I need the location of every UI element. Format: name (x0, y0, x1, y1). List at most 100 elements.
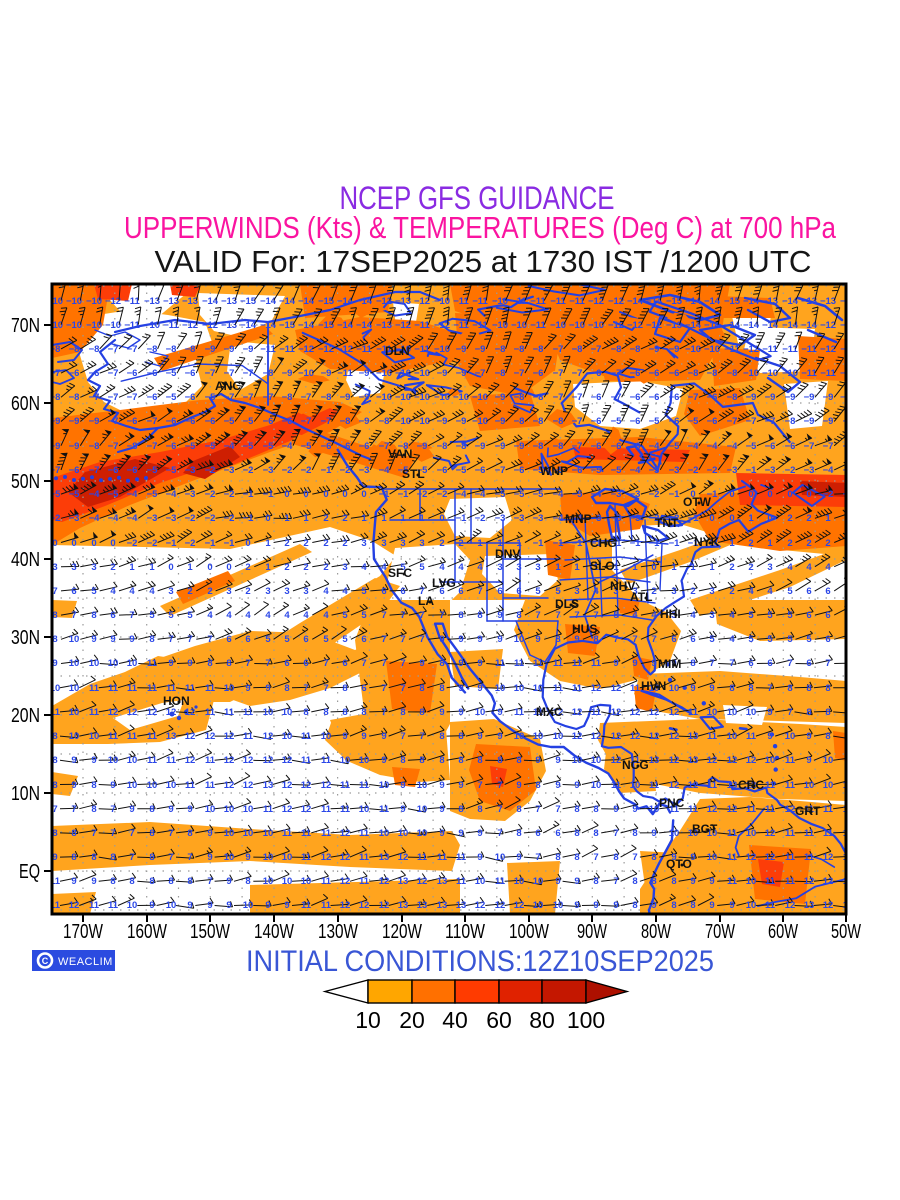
svg-text:11: 11 (727, 876, 738, 887)
svg-text:10: 10 (495, 683, 506, 694)
svg-text:−13: −13 (840, 320, 856, 331)
svg-text:−6: −6 (359, 441, 370, 452)
svg-text:2: 2 (806, 513, 811, 524)
svg-text:9: 9 (226, 900, 231, 911)
svg-text:8: 8 (91, 804, 96, 815)
svg-text:10: 10 (533, 876, 544, 887)
svg-text:−3: −3 (166, 513, 177, 524)
svg-text:4: 4 (632, 610, 638, 621)
svg-text:12: 12 (746, 755, 757, 766)
svg-text:−12: −12 (376, 296, 392, 307)
svg-text:12: 12 (572, 707, 583, 718)
svg-text:7: 7 (381, 634, 386, 645)
svg-text:−5: −5 (166, 392, 178, 403)
svg-text:10N: 10N (11, 783, 40, 805)
svg-text:8: 8 (516, 828, 521, 839)
svg-text:8: 8 (439, 683, 444, 694)
svg-text:11: 11 (495, 876, 506, 887)
svg-text:11: 11 (89, 900, 100, 911)
svg-text:−9: −9 (495, 441, 506, 452)
svg-text:−5: −5 (185, 441, 197, 452)
svg-text:10: 10 (823, 755, 834, 766)
svg-text:−8: −8 (185, 344, 196, 355)
svg-text:−2: −2 (224, 489, 235, 500)
svg-text:11: 11 (785, 780, 796, 791)
svg-text:10: 10 (243, 804, 254, 815)
svg-text:−1: −1 (572, 538, 584, 549)
svg-text:−6: −6 (263, 416, 274, 427)
svg-text:11: 11 (649, 780, 660, 791)
svg-text:13: 13 (456, 900, 467, 911)
svg-text:−4: −4 (630, 465, 642, 476)
svg-text:8: 8 (477, 755, 482, 766)
svg-text:HHI: HHI (660, 607, 681, 621)
svg-text:−8: −8 (785, 416, 796, 427)
svg-text:3: 3 (613, 586, 618, 597)
svg-text:−9: −9 (437, 416, 448, 427)
svg-text:−2: −2 (688, 465, 699, 476)
svg-text:2: 2 (303, 562, 308, 573)
svg-text:10: 10 (243, 900, 254, 911)
svg-text:−14: −14 (704, 296, 721, 307)
svg-text:0: 0 (729, 489, 734, 500)
svg-text:NYK: NYK (694, 535, 720, 549)
svg-text:11: 11 (359, 852, 370, 863)
svg-text:1: 1 (361, 513, 367, 524)
svg-text:5: 5 (400, 562, 406, 573)
svg-text:10: 10 (669, 683, 680, 694)
svg-text:11: 11 (359, 780, 370, 791)
svg-text:−9: −9 (495, 416, 506, 427)
svg-text:11: 11 (785, 852, 796, 863)
svg-text:12: 12 (185, 731, 196, 742)
svg-text:4: 4 (825, 562, 831, 573)
svg-text:11: 11 (185, 780, 196, 791)
svg-text:−3: −3 (669, 465, 680, 476)
svg-text:11: 11 (785, 876, 796, 887)
svg-text:4: 4 (110, 586, 116, 597)
svg-text:WEACLIM: WEACLIM (58, 956, 113, 968)
svg-text:−11: −11 (511, 296, 527, 307)
svg-text:12: 12 (611, 707, 622, 718)
svg-text:−7: −7 (301, 416, 312, 427)
svg-text:−6: −6 (437, 465, 448, 476)
svg-text:3: 3 (632, 586, 637, 597)
svg-text:−10: −10 (569, 320, 585, 331)
svg-text:−4: −4 (475, 489, 487, 500)
svg-text:11: 11 (823, 804, 834, 815)
svg-text:−1: −1 (263, 489, 275, 500)
svg-text:−9: −9 (843, 441, 854, 452)
svg-text:10: 10 (69, 707, 80, 718)
svg-text:−14: −14 (240, 320, 257, 331)
svg-text:−5: −5 (533, 465, 545, 476)
svg-text:−9: −9 (224, 344, 235, 355)
svg-text:10: 10 (553, 900, 564, 911)
svg-text:−14: −14 (279, 296, 296, 307)
svg-text:−8: −8 (69, 392, 80, 403)
svg-text:11: 11 (804, 852, 815, 863)
svg-text:6: 6 (342, 658, 347, 669)
svg-text:12: 12 (205, 731, 216, 742)
svg-text:−11: −11 (453, 320, 469, 331)
svg-text:9: 9 (381, 731, 386, 742)
svg-text:7: 7 (110, 804, 115, 815)
svg-text:−8: −8 (398, 441, 409, 452)
svg-text:0: 0 (245, 538, 250, 549)
svg-text:12: 12 (649, 707, 660, 718)
svg-text:7: 7 (555, 804, 560, 815)
svg-text:11: 11 (321, 828, 332, 839)
svg-text:9: 9 (651, 658, 656, 669)
svg-text:12: 12 (669, 707, 680, 718)
svg-text:11: 11 (108, 683, 119, 694)
svg-text:8: 8 (149, 876, 154, 887)
svg-text:11: 11 (533, 658, 544, 669)
svg-text:10: 10 (69, 683, 80, 694)
svg-text:5: 5 (91, 586, 97, 597)
svg-text:−14: −14 (627, 296, 644, 307)
svg-text:−6: −6 (185, 416, 196, 427)
svg-text:8: 8 (555, 852, 560, 863)
svg-text:7: 7 (613, 876, 618, 887)
svg-text:−10: −10 (472, 416, 488, 427)
svg-text:−13: −13 (840, 296, 856, 307)
svg-text:0: 0 (303, 489, 308, 500)
svg-text:13: 13 (437, 900, 448, 911)
